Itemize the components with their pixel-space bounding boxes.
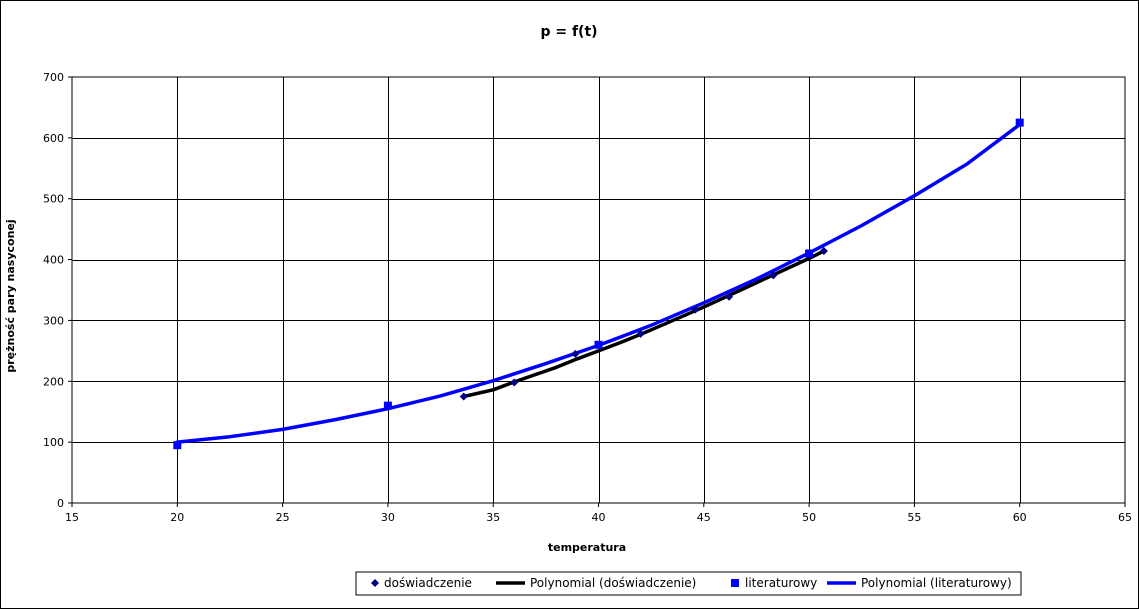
data-point-doswiadczenie [571,349,580,358]
legend-label: Polynomial (doświadczenie) [530,576,696,590]
data-point-literaturowy [594,340,603,349]
data-point-literaturowy [383,401,392,410]
x-tick-label: 15 [65,511,79,524]
x-tick-label: 45 [697,511,711,524]
x-tick-label: 60 [1013,511,1027,524]
y-tick-label: 700 [43,71,64,84]
x-tick-label: 30 [381,511,395,524]
y-axis-label: prężność pary nasyconej [4,219,17,372]
x-axis-label: temperatura [548,541,626,554]
data-point-literaturowy [805,249,814,258]
y-tick-label: 600 [43,132,64,145]
data-point-literaturowy [1015,118,1024,127]
x-tick-label: 35 [486,511,500,524]
legend-label: doświadczenie [384,576,472,590]
y-tick-label: 200 [43,375,64,388]
legend-label: literaturowy [745,576,817,590]
legend-label: Polynomial (literaturowy) [861,576,1012,590]
x-tick-label: 50 [802,511,816,524]
x-tick-label: 40 [592,511,606,524]
x-tick-label: 25 [276,511,290,524]
series-layer [173,118,1024,450]
legend-marker-diamond [371,579,379,587]
data-point-doswiadczenie [819,247,828,256]
trendline-literaturowy [175,122,1022,444]
y-tick-label: 300 [43,314,64,327]
y-tick-label: 500 [43,193,64,206]
legend-marker-square [731,579,739,587]
data-point-doswiadczenie [725,292,734,301]
data-point-literaturowy [173,441,182,450]
grid [72,77,1125,503]
chart-title: p = f(t) [540,24,597,40]
y-tick-label: 0 [57,497,64,510]
legend: doświadczenie Polynomial (doświadczenie) l… [355,571,1022,596]
y-tick-label: 100 [43,436,64,449]
axis-ticks: 0 100 200 300 400 500 600 700 15 20 25 30 35 40 45 50 55… [43,71,1132,524]
x-tick-label: 55 [907,511,921,524]
data-point-doswiadczenie [510,378,519,387]
x-tick-label: 20 [170,511,184,524]
legend-box [355,571,1022,596]
plot-area [71,76,1126,504]
data-point-doswiadczenie [459,392,468,401]
data-point-doswiadczenie [636,329,645,338]
data-point-doswiadczenie [691,305,700,314]
y-tick-label: 400 [43,254,64,267]
x-tick-label: 65 [1118,511,1132,524]
data-point-doswiadczenie [769,271,778,280]
